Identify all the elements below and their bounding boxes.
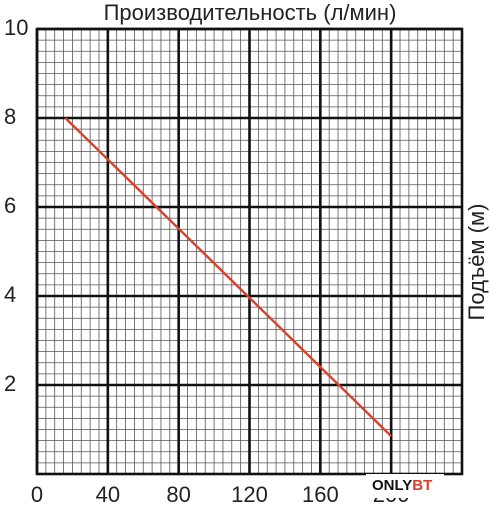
- watermark-accent: BT: [412, 477, 432, 494]
- x-tick-label: 80: [166, 482, 190, 507]
- y-tick-label: 6: [4, 193, 16, 218]
- x-tick-label: 0: [31, 482, 43, 507]
- grid: [35, 27, 464, 476]
- y-axis-label: Подъём (м): [464, 204, 489, 321]
- y-tick-label: 2: [4, 371, 16, 396]
- x-tick-label: 120: [231, 482, 268, 507]
- x-tick-label: 160: [302, 482, 339, 507]
- y-tick-label: 10: [4, 15, 28, 40]
- y-tick-label: 8: [4, 104, 16, 129]
- watermark: ONLYBT: [372, 477, 432, 494]
- data-line: [64, 117, 393, 438]
- y-tick-label: 4: [4, 282, 16, 307]
- x-tick-label: 40: [96, 482, 120, 507]
- watermark-bg: [366, 474, 444, 498]
- chart-title: Производительность (л/мин): [104, 0, 397, 25]
